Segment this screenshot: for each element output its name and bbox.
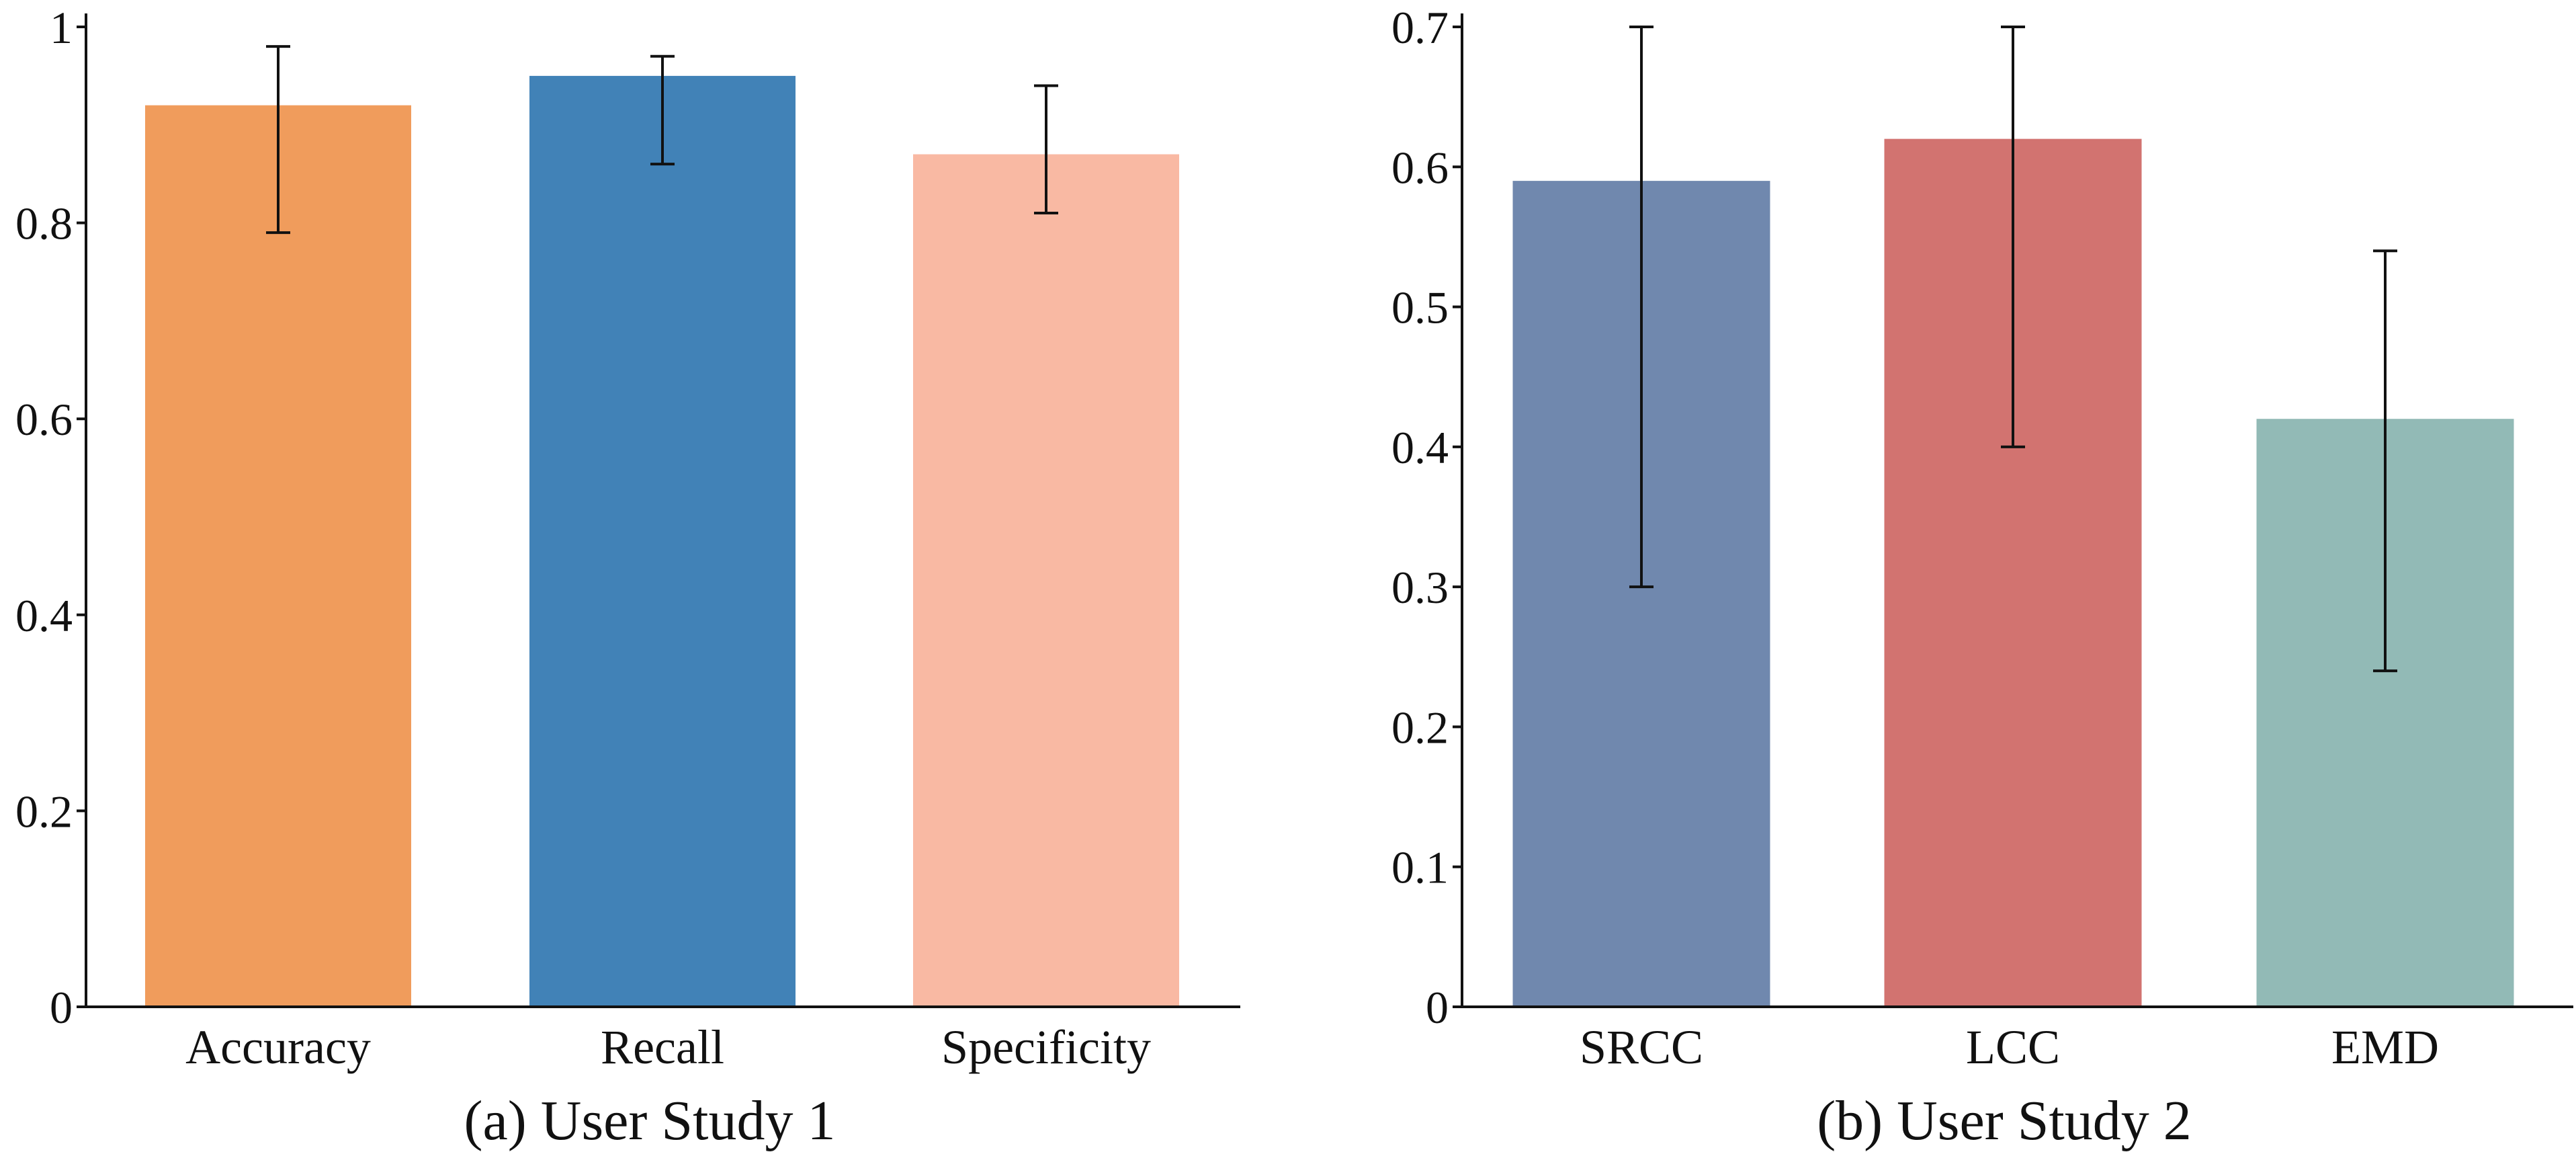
category-label-lcc: LCC <box>1966 1020 2060 1074</box>
y-tick-label: 0.7 <box>1391 2 1449 53</box>
bar-specificity <box>913 154 1179 1007</box>
y-tick-label: 0.1 <box>1391 842 1449 893</box>
y-tick-label: 0.2 <box>1391 702 1449 753</box>
y-tick-label: 0.5 <box>1391 282 1449 333</box>
error-bar-recall <box>650 54 675 166</box>
panel-user-study-2: 0 0.1 0.2 0.3 0.4 0.5 0.6 0.7 SRCC LCC EMD (b) User… <box>1391 2 2573 1152</box>
y-tick-label: 0.2 <box>15 786 73 837</box>
bar-accuracy <box>145 105 411 1007</box>
category-label-recall: Recall <box>601 1020 724 1074</box>
category-label-emd: EMD <box>2331 1020 2439 1074</box>
y-tick-label: 0.4 <box>15 590 73 641</box>
category-label-accuracy: Accuracy <box>185 1020 371 1074</box>
y-tick-label: 0.6 <box>15 394 73 445</box>
bar-recall <box>529 75 796 1007</box>
panel-user-study-1: 0 0.2 0.4 0.6 0.8 1 Accuracy Recall Specificity (… <box>15 2 1240 1152</box>
y-tick-label: 0.6 <box>1391 142 1449 193</box>
error-bar-srcc <box>1629 26 1654 589</box>
y-tick-label: 0.4 <box>1391 422 1449 473</box>
error-bar-specificity <box>1034 84 1058 215</box>
category-label-srcc: SRCC <box>1580 1020 1703 1074</box>
y-tick-label: 0.3 <box>1391 562 1449 613</box>
error-bar-emd <box>2373 249 2397 673</box>
error-bar-lcc <box>2001 26 2025 448</box>
y-tick-label: 0 <box>1426 982 1449 1033</box>
y-tick-label: 0 <box>50 982 73 1033</box>
category-label-specificity: Specificity <box>941 1020 1151 1074</box>
error-bar-accuracy <box>266 45 290 235</box>
chart-caption: (a) User Study 1 <box>464 1089 836 1152</box>
y-tick-label: 1 <box>50 2 73 53</box>
chart-caption: (b) User Study 2 <box>1817 1089 2192 1152</box>
y-tick-label: 0.8 <box>15 198 73 249</box>
